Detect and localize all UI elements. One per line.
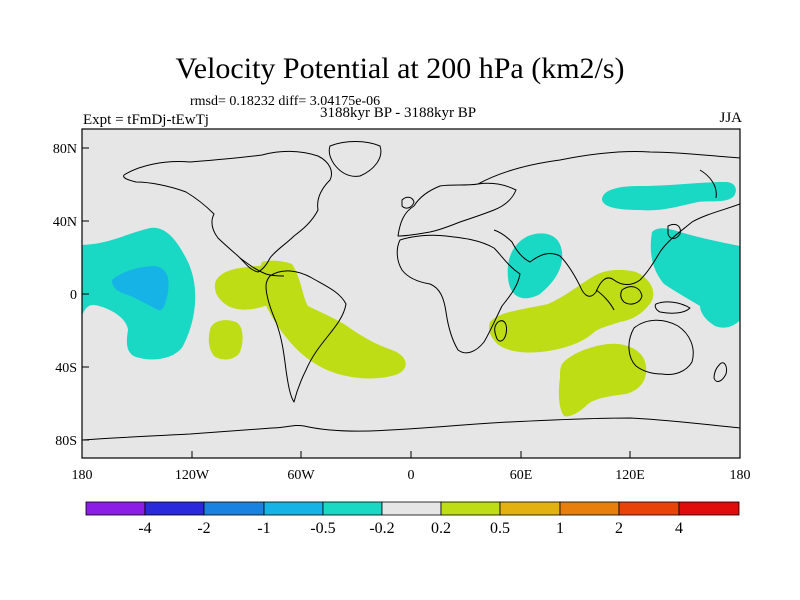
negative-core-pacific	[112, 266, 169, 311]
positive-region-south-indian	[558, 343, 647, 417]
colorbar-label-2: -1	[257, 520, 270, 537]
lon-label-180e: 180	[730, 468, 751, 483]
coastline-new-zealand	[713, 362, 727, 382]
coastline-europe	[397, 182, 517, 237]
negative-region-siberia	[602, 182, 736, 211]
colorbar-label-1: -2	[197, 520, 210, 537]
coastline-japan	[667, 223, 681, 239]
colorbar-swatch-4	[322, 501, 383, 516]
colorbar-label-4: -0.2	[369, 520, 394, 537]
lon-label-120w: 120W	[175, 468, 210, 483]
negative-region-east-asia	[650, 228, 740, 328]
coastline-africa	[396, 234, 521, 354]
lat-label-80n: 80N	[53, 142, 77, 157]
colorbar-labels: -4 -2 -1 -0.5 -0.2 0.2 0.5 1 2 4	[138, 520, 683, 537]
coastline-asia	[477, 150, 740, 297]
colorbar-label-5: 0.2	[431, 520, 451, 537]
figure-title: Velocity Potential at 200 hPa (km2/s)	[175, 52, 625, 85]
coastline-british-isles	[401, 196, 415, 209]
positive-region-south-america	[259, 260, 406, 379]
colorbar-swatch-10	[678, 501, 740, 516]
colorbar-swatch-0	[85, 501, 146, 516]
coastline-madagascar	[494, 320, 507, 342]
colorbar-swatch-3	[263, 501, 324, 516]
coastline-new-guinea	[654, 301, 691, 314]
coastline-australia	[628, 319, 694, 375]
colorbar	[85, 501, 740, 516]
lon-label-180w: 180	[72, 468, 93, 483]
lon-label-60w: 60W	[287, 468, 315, 483]
colorbar-label-3: -0.5	[310, 520, 335, 537]
lon-label-60e: 60E	[510, 468, 533, 483]
coastline-borneo	[620, 286, 643, 305]
coastline-greenland	[328, 141, 382, 177]
negative-region-arabia	[507, 233, 563, 299]
lat-label-0: 0	[70, 288, 77, 303]
lon-label-120e: 120E	[615, 468, 645, 483]
period-label: 3188kyr BP - 3188kyr BP	[320, 105, 477, 121]
coastline-sumatra	[595, 289, 615, 311]
coastline-antarctica	[82, 417, 740, 441]
lon-labels: 180 120W 60W 0 60E 120E 180	[72, 468, 751, 483]
colorbar-swatch-5	[381, 501, 442, 516]
positive-region-indian-ocean	[489, 269, 654, 353]
lat-label-40n: 40N	[53, 215, 77, 230]
colorbar-swatch-8	[559, 501, 620, 516]
coastline-north-america	[123, 150, 332, 273]
lat-label-80s: 80S	[55, 434, 77, 449]
coastline-central-america	[239, 257, 285, 277]
lat-labels: 80N 40N 0 40S 80S	[53, 142, 77, 449]
lat-label-40s: 40S	[55, 361, 77, 376]
colorbar-label-0: -4	[138, 520, 151, 537]
season-label: JJA	[719, 110, 742, 126]
axis-ticks	[82, 147, 631, 458]
colorbar-swatch-9	[618, 501, 680, 516]
contour-fills	[82, 182, 740, 417]
coastlines	[82, 141, 740, 441]
colorbar-label-8: 2	[615, 520, 623, 537]
positive-region-south-pacific	[208, 320, 243, 360]
colorbar-swatch-7	[499, 501, 561, 516]
colorbar-label-9: 4	[675, 520, 683, 537]
lon-label-0: 0	[408, 468, 415, 483]
colorbar-swatch-2	[203, 501, 265, 516]
coastline-south-america	[265, 270, 347, 403]
coastline-kamchatka	[699, 169, 717, 199]
stats-label: rmsd= 0.18232 diff= 3.04175e-06	[190, 94, 381, 109]
experiment-label: Expt = tFmDj-tEwTj	[83, 112, 209, 128]
colorbar-swatch-6	[440, 501, 501, 516]
colorbar-swatch-1	[144, 501, 205, 516]
colorbar-label-6: 0.5	[490, 520, 510, 537]
colorbar-label-7: 1	[556, 520, 564, 537]
